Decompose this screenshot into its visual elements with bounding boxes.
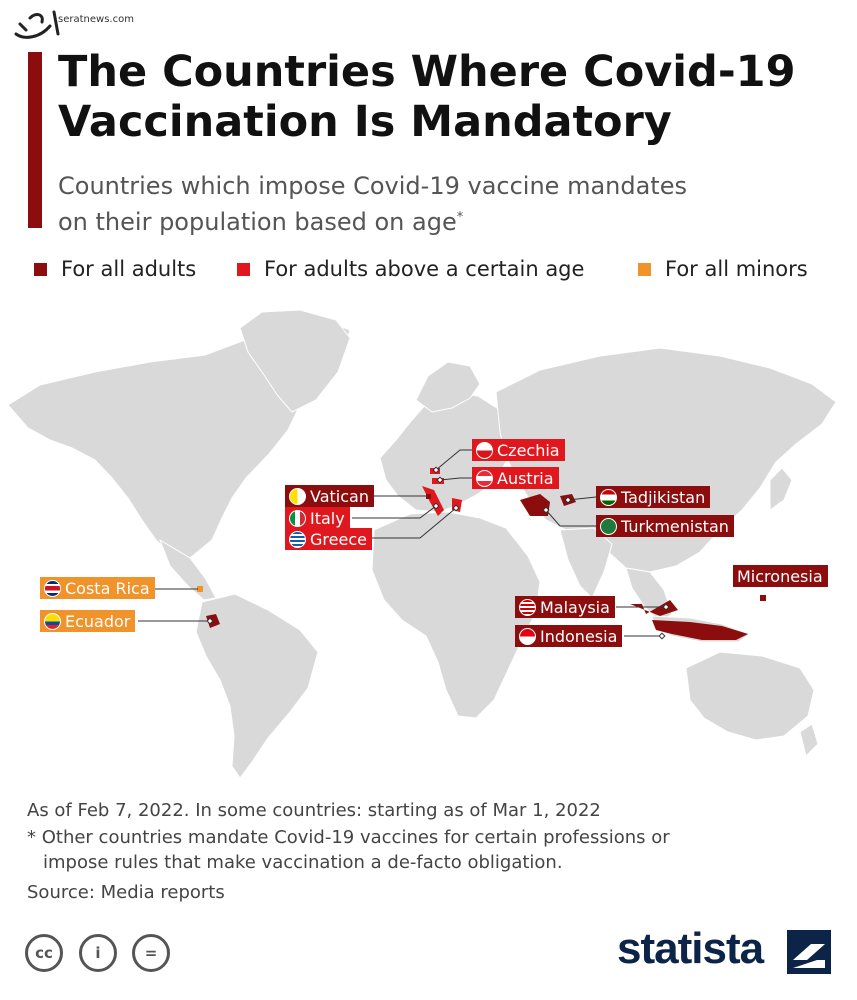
legend-label: For all minors	[665, 257, 808, 281]
label-malaysia: Malaysia	[515, 596, 615, 618]
label-italy: Italy	[285, 507, 350, 529]
label-tadjikistan: Tadjikistan	[596, 486, 711, 508]
label-vatican: Vatican	[285, 485, 374, 507]
italy-connector	[352, 505, 437, 519]
vatican-flag-icon	[289, 487, 306, 505]
title-accent-bar	[28, 52, 42, 228]
label-costa-rica: Costa Rica	[40, 577, 155, 599]
costa-rica-region	[197, 586, 203, 592]
legend-label: For all adults	[61, 257, 197, 281]
country-name: Czechia	[497, 440, 560, 460]
statista-logo-icon	[787, 930, 831, 974]
ecuador-flag-icon	[44, 612, 61, 630]
label-greece: Greece	[285, 528, 372, 550]
north-america-shape	[7, 317, 351, 559]
watermark-site: seratnews.com	[58, 14, 134, 25]
brand-name: statista	[617, 924, 764, 973]
legend-item-minors: For all minors	[638, 256, 808, 282]
czechia-connector	[435, 449, 474, 471]
country-name: Italy	[310, 508, 345, 528]
country-name: Greece	[310, 529, 367, 549]
legend-item-above-age: For adults above a certain age	[237, 256, 584, 282]
malaysia-flag-icon	[519, 598, 536, 616]
label-turkmenistan: Turkmenistan	[596, 515, 734, 537]
legend-item-all-adults: For all adults	[34, 256, 196, 282]
country-name: Tadjikistan	[621, 487, 706, 507]
turkmenistan-connector	[545, 509, 596, 527]
indonesia-flag-icon	[519, 627, 536, 645]
legend-swatch-all-adults	[34, 262, 47, 276]
subtitle-line-1: Countries which impose Covid-19 vaccine …	[58, 172, 687, 200]
costa-rica-flag-icon	[44, 579, 61, 597]
greenland-shape	[239, 309, 351, 413]
austria-connector	[439, 477, 474, 481]
country-name: Austria	[497, 468, 554, 488]
vatican-region	[426, 494, 431, 499]
no-derivatives-icon: =	[132, 934, 170, 972]
italy-flag-icon	[289, 509, 306, 527]
turkmenistan-flag-icon	[600, 517, 617, 535]
legend-label: For adults above a certain age	[264, 257, 585, 281]
india-shape	[559, 527, 613, 599]
country-name: Indonesia	[540, 626, 618, 646]
country-name: Turkmenistan	[621, 516, 729, 536]
country-name: Malaysia	[540, 597, 610, 617]
subtitle: Countries which impose Covid-19 vaccine …	[58, 170, 818, 238]
austria-flag-icon	[476, 469, 493, 487]
label-ecuador: Ecuador	[40, 610, 136, 632]
title-line-1: The Countries Where Covid-19	[58, 47, 796, 97]
new-zealand-shape	[799, 723, 819, 757]
label-czechia: Czechia	[472, 439, 565, 461]
scandinavia-shape	[415, 361, 481, 413]
page-title: The Countries Where Covid-19 Vaccination…	[58, 47, 838, 147]
label-micronesia: Micronesia	[733, 565, 828, 587]
world-map	[7, 309, 837, 779]
indonesia-region	[652, 620, 748, 640]
footnote-asterisk: * Other countries mandate Covid-19 vacci…	[27, 827, 670, 848]
africa-shape	[371, 511, 541, 719]
legend-swatch-above-age	[237, 262, 250, 276]
country-name: Vatican	[310, 486, 369, 506]
title-line-2: Vaccination Is Mandatory	[58, 97, 672, 147]
footnote-date: As of Feb 7, 2022. In some countries: st…	[27, 800, 601, 821]
tadjikistan-flag-icon	[600, 488, 617, 506]
label-austria: Austria	[472, 467, 559, 489]
creative-commons-icon: cc	[25, 934, 63, 972]
central-america-shape	[159, 538, 217, 601]
watermark-logo	[14, 10, 60, 39]
micronesia-region	[760, 595, 766, 601]
subtitle-line-2: on their population based on age	[58, 208, 457, 236]
italy-region	[422, 486, 444, 516]
tadjikistan-connector	[567, 496, 597, 501]
attribution-icon: i	[79, 934, 117, 972]
source-text: Source: Media reports	[27, 882, 225, 903]
country-name: Ecuador	[65, 611, 131, 631]
australia-shape	[685, 651, 815, 741]
czechia-flag-icon	[476, 441, 493, 459]
subtitle-footnote-mark: *	[456, 210, 464, 225]
country-name: Micronesia	[737, 566, 823, 586]
country-name: Costa Rica	[65, 578, 150, 598]
greece-flag-icon	[289, 530, 306, 548]
turkmenistan-region	[520, 494, 550, 516]
legend-swatch-minors	[638, 262, 651, 276]
south-america-shape	[195, 593, 319, 779]
japan-shape	[769, 467, 793, 511]
greece-connector	[370, 507, 457, 539]
footnote-asterisk-cont: impose rules that make vaccination a de-…	[43, 852, 563, 873]
label-indonesia: Indonesia	[515, 625, 623, 647]
